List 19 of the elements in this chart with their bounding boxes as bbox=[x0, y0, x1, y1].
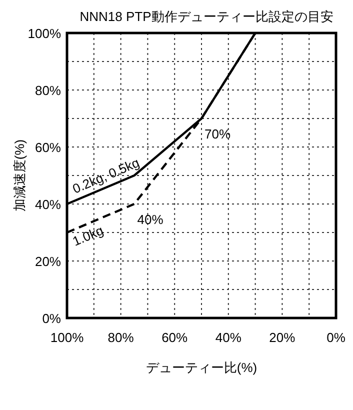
title: NNN18 PTP動作デューティー比設定の目安 bbox=[80, 9, 334, 24]
ytick: 40% bbox=[34, 197, 61, 212]
annotation: 70% bbox=[204, 126, 231, 142]
annotation: 40% bbox=[137, 212, 164, 227]
ytick: 20% bbox=[34, 254, 61, 269]
ylabel: 加減速度(%) bbox=[12, 139, 27, 212]
series-label: 0.2kg, 0.5kg bbox=[70, 154, 142, 196]
ytick: 100% bbox=[28, 26, 61, 41]
ytick: 0% bbox=[42, 311, 61, 326]
xtick: 40% bbox=[215, 330, 242, 345]
ytick: 60% bbox=[34, 140, 61, 155]
xtick: 0% bbox=[326, 330, 346, 345]
series-label: 1.0kg bbox=[70, 222, 106, 249]
xtick: 80% bbox=[108, 330, 134, 345]
xtick: 100% bbox=[50, 330, 84, 345]
xlabel: デューティー比(%) bbox=[146, 360, 258, 375]
xtick: 20% bbox=[269, 330, 296, 345]
ytick: 80% bbox=[34, 83, 61, 98]
xtick: 60% bbox=[162, 330, 188, 345]
